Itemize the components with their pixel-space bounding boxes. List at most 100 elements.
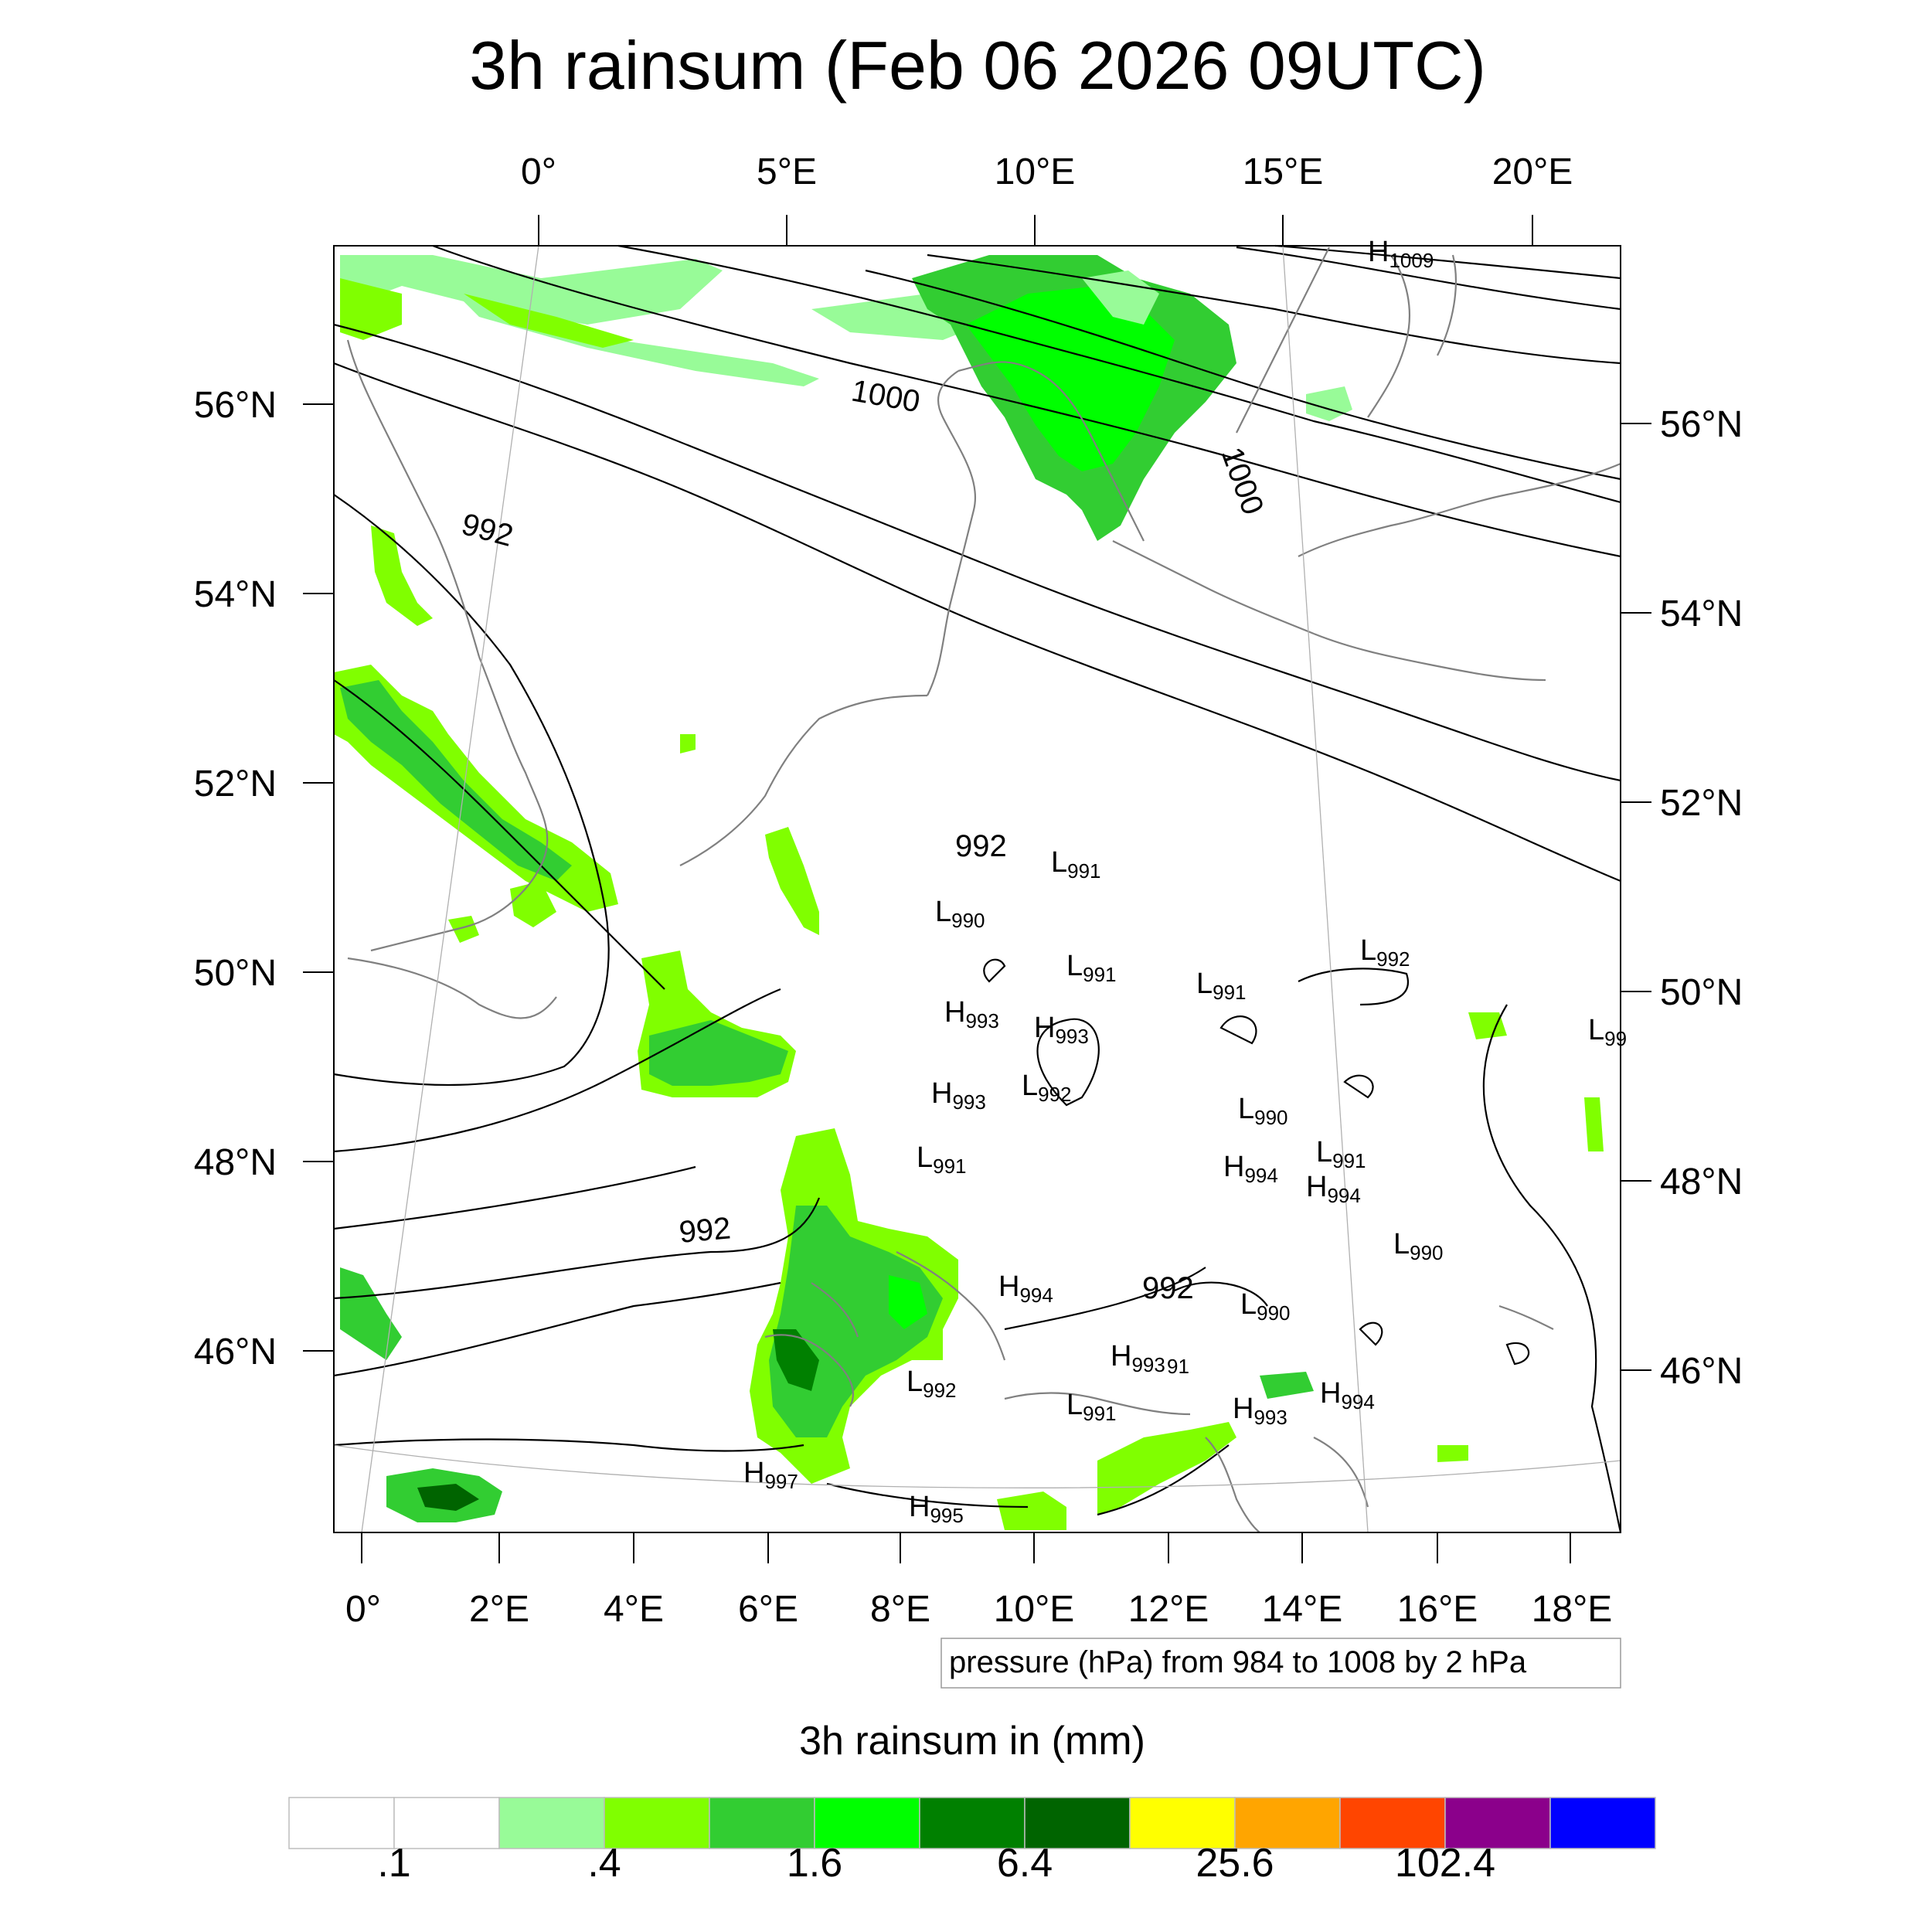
isobar: [826, 1482, 1029, 1509]
isobar: [432, 244, 1621, 558]
graticule: [333, 245, 1621, 1533]
colorbar-tick-label: .4: [587, 1841, 621, 1886]
rain-area: [371, 526, 433, 626]
center-type: H: [931, 1077, 952, 1110]
top-lon-label: 15°E: [1243, 151, 1324, 192]
isobar: [333, 1165, 696, 1230]
top-lon-label: 0°: [521, 151, 556, 192]
center-value: 990: [1257, 1301, 1290, 1325]
center-value: 993: [1253, 1406, 1287, 1429]
map-frame: [333, 245, 1621, 1533]
pressure-center: H1009: [1368, 236, 1434, 272]
coastline: [1298, 462, 1621, 557]
center-value: 991: [1067, 859, 1100, 883]
center-type: L: [1238, 1093, 1254, 1125]
bottom-lon-label: 12°E: [1128, 1589, 1209, 1630]
left-lat-label: 50°N: [194, 953, 277, 994]
isobar: [1482, 1004, 1622, 1533]
right-lat-label: 52°N: [1660, 783, 1743, 824]
isobar: [1097, 1444, 1230, 1516]
pressure-center: H994: [1223, 1151, 1278, 1187]
isobar: [1359, 1321, 1383, 1346]
isobar: [865, 269, 1621, 481]
colorbar-box: [288, 1797, 395, 1849]
bottom-lon-label: 6°E: [738, 1589, 798, 1630]
colorbar-tick-labels: .1 .4 1.6 6.4 25.6 102.4: [377, 1841, 1495, 1886]
right-lat-label: 48°N: [1660, 1162, 1743, 1202]
top-longitude-labels: 0° 5°E 10°E 15°E 20°E: [521, 151, 1573, 192]
colorbar-title: 3h rainsum in (mm): [799, 1719, 1145, 1764]
center-value: 992: [1376, 947, 1410, 971]
rain-area: [433, 270, 819, 386]
right-ticks: [1621, 423, 1651, 1371]
center-value: 99: [1604, 1027, 1627, 1050]
center-type: H: [1368, 236, 1389, 268]
colorbar-box: [1129, 1797, 1236, 1849]
rain-area: [1468, 1012, 1507, 1039]
right-lat-label: 54°N: [1660, 594, 1743, 634]
isobar: [1505, 1342, 1530, 1366]
colorbar-tick-label: 6.4: [997, 1841, 1053, 1886]
pressure-center: H993: [944, 996, 999, 1032]
colorbar-box: [1444, 1797, 1551, 1849]
coastline: [1236, 247, 1330, 434]
center-value: 993: [1055, 1025, 1088, 1048]
pressure-center: L990: [1238, 1093, 1288, 1129]
coastline: [679, 694, 928, 866]
isobar: [983, 958, 1006, 983]
center-type: H: [1233, 1393, 1253, 1425]
center-type: H: [1111, 1340, 1131, 1372]
rain-area: [417, 1484, 479, 1511]
center-value: 991: [933, 1155, 966, 1178]
pressure-center: L992: [906, 1366, 957, 1402]
contour-info-text: pressure (hPa) from 984 to 1008 by 2 hPa: [949, 1645, 1527, 1679]
right-lat-label: 56°N: [1660, 404, 1743, 445]
rain-area: [340, 278, 402, 340]
coastline: [927, 370, 976, 696]
bottom-lon-label: 16°E: [1397, 1589, 1478, 1630]
isobar: [333, 988, 781, 1153]
rain-area: [448, 916, 479, 943]
center-value: 992: [1038, 1083, 1071, 1106]
isobar-value-label: 992: [955, 829, 1007, 863]
pressure-center: L991: [1196, 968, 1247, 1004]
pressure-center: L99: [1588, 1014, 1627, 1050]
bottom-lon-label: 0°: [345, 1589, 381, 1630]
center-value: 992: [923, 1379, 956, 1402]
isobar: [1174, 1281, 1268, 1307]
center-value: 990: [1410, 1241, 1443, 1264]
contour-info-box: [940, 1638, 1621, 1689]
coastline: [896, 1251, 1006, 1361]
bottom-ticks: [361, 1532, 1571, 1563]
isobar: [1298, 968, 1409, 1006]
center-value: 991: [1083, 1402, 1116, 1425]
left-lat-label: 52°N: [194, 764, 277, 804]
left-lat-label: 46°N: [194, 1332, 277, 1372]
isobar: [1343, 1074, 1374, 1099]
colorbar-box: [1234, 1797, 1341, 1849]
center-type: H: [1034, 1012, 1055, 1044]
center-value: 990: [951, 909, 985, 932]
top-lon-label: 10°E: [995, 151, 1076, 192]
colorbar-box: [498, 1797, 605, 1849]
pressure-center: L992: [1360, 934, 1410, 971]
rain-area: [340, 1267, 402, 1360]
isobar: [1236, 246, 1621, 311]
rain-area: [997, 1492, 1066, 1530]
coastline: [1313, 1437, 1369, 1508]
pressure-center: L991: [1066, 950, 1117, 986]
isobar: [333, 679, 665, 990]
isobar: [333, 1197, 821, 1300]
colorbar-tick-label: .1: [377, 1841, 410, 1886]
center-type: L: [1316, 1136, 1332, 1168]
center-value: 995: [930, 1504, 963, 1527]
pressure-center: L990: [935, 896, 985, 932]
rain-area: [649, 1020, 788, 1086]
center-value: 993: [965, 1009, 998, 1032]
rain-area: [966, 286, 1175, 471]
pressure-center: L990: [1240, 1288, 1291, 1325]
pressure-center: L991: [1051, 846, 1101, 883]
center-type: L: [1022, 1070, 1038, 1102]
center-value: 991: [1332, 1149, 1366, 1172]
